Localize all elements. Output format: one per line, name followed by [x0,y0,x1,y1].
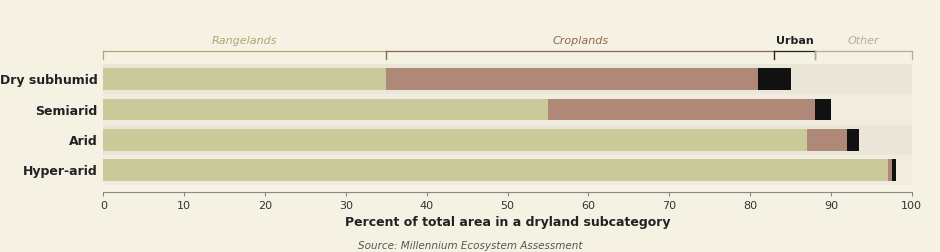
Text: Croplands: Croplands [553,36,608,46]
Bar [103,64,912,94]
Text: Rangelands: Rangelands [212,36,277,46]
Text: Other: Other [848,36,879,46]
Bar [807,129,847,151]
Bar [815,99,831,120]
Bar [891,159,896,181]
Bar [103,125,912,155]
Bar [103,94,912,125]
Bar [548,99,815,120]
Bar [103,155,912,185]
Bar [103,129,807,151]
Text: Urban: Urban [776,36,813,46]
Bar [103,99,548,120]
Bar [847,129,859,151]
Bar [103,68,386,90]
Text: Source: Millennium Ecosystem Assessment: Source: Millennium Ecosystem Assessment [358,241,582,251]
Bar [386,68,759,90]
Bar [759,68,791,90]
Bar [103,159,887,181]
X-axis label: Percent of total area in a dryland subcategory: Percent of total area in a dryland subca… [345,216,670,229]
Bar [887,159,891,181]
